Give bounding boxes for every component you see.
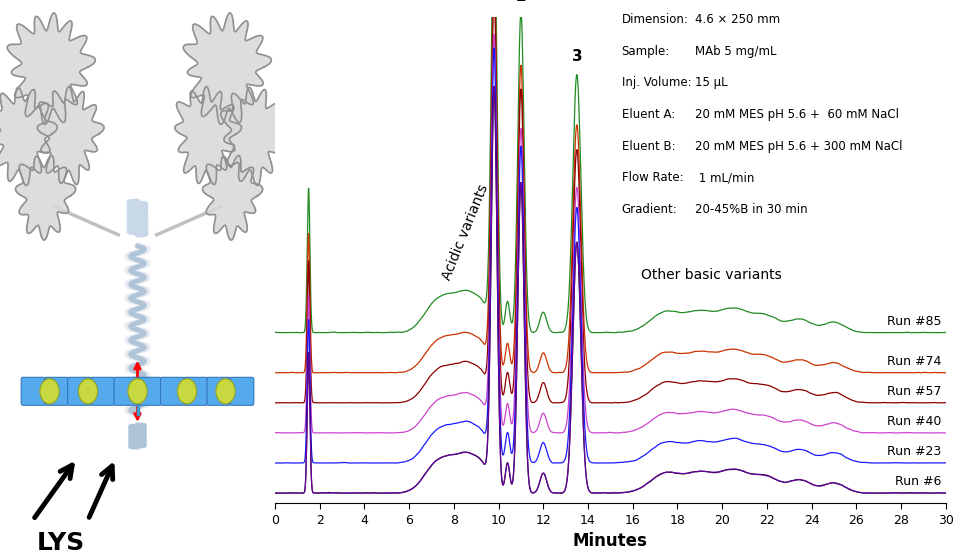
- Text: Eluent B:: Eluent B:: [621, 140, 676, 153]
- Polygon shape: [0, 87, 57, 186]
- Text: Acidic variants: Acidic variants: [439, 183, 490, 282]
- X-axis label: Minutes: Minutes: [573, 532, 648, 550]
- Polygon shape: [8, 13, 96, 125]
- Text: Run #6: Run #6: [895, 475, 941, 488]
- Text: 15 μL: 15 μL: [696, 77, 728, 89]
- Polygon shape: [183, 13, 271, 125]
- Text: 4.6 × 250 mm: 4.6 × 250 mm: [696, 13, 781, 26]
- FancyBboxPatch shape: [183, 377, 207, 405]
- Text: Other basic variants: Other basic variants: [641, 268, 782, 282]
- Text: 20 mM MES pH 5.6 +  60 mM NaCl: 20 mM MES pH 5.6 + 60 mM NaCl: [696, 108, 899, 121]
- FancyBboxPatch shape: [21, 377, 44, 405]
- FancyBboxPatch shape: [91, 377, 115, 405]
- Text: Flow Rate:: Flow Rate:: [621, 171, 683, 184]
- Text: MAb 5 mg/mL: MAb 5 mg/mL: [696, 45, 777, 58]
- Ellipse shape: [178, 379, 197, 404]
- FancyBboxPatch shape: [68, 377, 92, 405]
- Text: LYS: LYS: [37, 531, 85, 555]
- FancyBboxPatch shape: [160, 377, 184, 405]
- Polygon shape: [175, 87, 241, 184]
- Text: 1 mL/min: 1 mL/min: [696, 171, 755, 184]
- Text: Dimension:: Dimension:: [621, 13, 688, 26]
- Ellipse shape: [216, 379, 235, 404]
- FancyBboxPatch shape: [137, 377, 161, 405]
- FancyBboxPatch shape: [231, 377, 254, 405]
- Polygon shape: [203, 155, 262, 240]
- FancyBboxPatch shape: [44, 377, 69, 405]
- Text: Inj. Volume:: Inj. Volume:: [621, 77, 691, 89]
- Text: 3: 3: [571, 49, 582, 64]
- Text: 20 mM MES pH 5.6 + 300 mM NaCl: 20 mM MES pH 5.6 + 300 mM NaCl: [696, 140, 903, 153]
- FancyBboxPatch shape: [114, 377, 138, 405]
- Polygon shape: [221, 87, 289, 186]
- Ellipse shape: [40, 379, 59, 404]
- Text: Sample:: Sample:: [621, 45, 670, 58]
- Text: Run #23: Run #23: [887, 445, 941, 458]
- Ellipse shape: [128, 379, 147, 404]
- Text: Run #74: Run #74: [887, 355, 941, 368]
- FancyBboxPatch shape: [207, 377, 231, 405]
- Text: 20-45%B in 30 min: 20-45%B in 30 min: [696, 203, 808, 216]
- Text: Run #40: Run #40: [887, 415, 941, 428]
- Text: Run #57: Run #57: [887, 385, 941, 398]
- Text: Gradient:: Gradient:: [621, 203, 677, 216]
- Ellipse shape: [78, 379, 97, 404]
- Polygon shape: [15, 155, 75, 240]
- Polygon shape: [38, 87, 104, 184]
- Text: 2: 2: [515, 0, 526, 4]
- Text: Eluent A:: Eluent A:: [621, 108, 675, 121]
- Text: Run #85: Run #85: [887, 315, 941, 328]
